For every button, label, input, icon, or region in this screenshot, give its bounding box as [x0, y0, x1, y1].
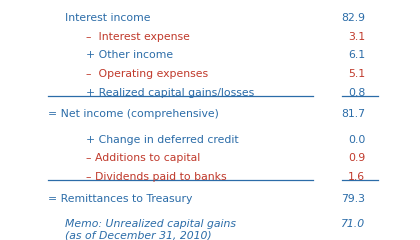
- Text: 71.0: 71.0: [341, 219, 365, 229]
- Text: 0.8: 0.8: [348, 88, 365, 98]
- Text: 0.9: 0.9: [348, 154, 365, 163]
- Text: 79.3: 79.3: [341, 194, 365, 204]
- Text: – Dividends paid to banks: – Dividends paid to banks: [86, 172, 227, 182]
- Text: 0.0: 0.0: [348, 135, 365, 145]
- Text: 82.9: 82.9: [341, 13, 365, 23]
- Text: 6.1: 6.1: [348, 50, 365, 60]
- Text: + Change in deferred credit: + Change in deferred credit: [86, 135, 239, 145]
- Text: + Other income: + Other income: [86, 50, 173, 60]
- Text: –  Interest expense: – Interest expense: [86, 32, 190, 42]
- Text: 1.6: 1.6: [348, 172, 365, 182]
- Text: Memo: Unrealized capital gains
(as of December 31, 2010): Memo: Unrealized capital gains (as of De…: [65, 219, 236, 240]
- Text: = Remittances to Treasury: = Remittances to Treasury: [48, 194, 193, 204]
- Text: 81.7: 81.7: [341, 109, 365, 119]
- Text: = Net income (comprehensive): = Net income (comprehensive): [48, 109, 219, 119]
- Text: 3.1: 3.1: [348, 32, 365, 42]
- Text: –  Operating expenses: – Operating expenses: [86, 69, 208, 79]
- Text: + Realized capital gains/losses: + Realized capital gains/losses: [86, 88, 255, 98]
- Text: – Additions to capital: – Additions to capital: [86, 154, 200, 163]
- Text: 5.1: 5.1: [348, 69, 365, 79]
- Text: Interest income: Interest income: [65, 13, 151, 23]
